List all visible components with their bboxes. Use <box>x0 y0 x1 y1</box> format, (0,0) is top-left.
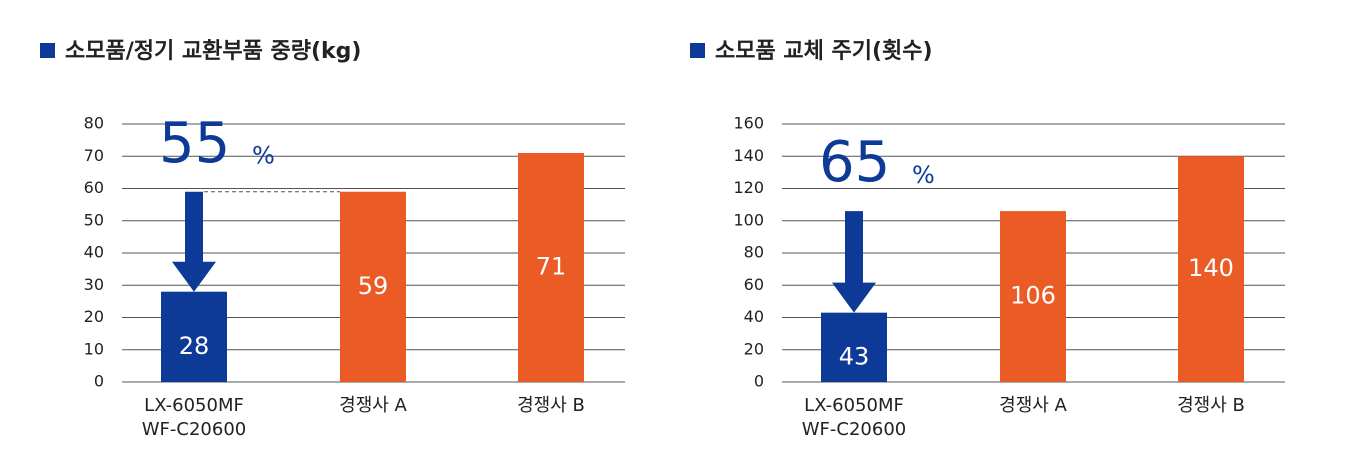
title-marker <box>40 43 55 58</box>
data-label: 59 <box>358 272 389 300</box>
annotation: 55 <box>159 111 230 176</box>
data-label: 43 <box>839 342 870 370</box>
x-tick-label: 경쟁사 B <box>517 395 585 416</box>
y-tick-label: 140 <box>733 146 764 165</box>
y-tick-label: 20 <box>84 307 104 326</box>
data-label: 106 <box>1010 282 1056 310</box>
bar <box>1178 156 1244 382</box>
x-tick-label: 경쟁사 A <box>339 395 407 416</box>
y-tick-label: 0 <box>94 372 104 391</box>
x-tick-label: 경쟁사 A <box>999 395 1067 416</box>
y-tick-label: 40 <box>744 307 764 326</box>
annotation: 65 <box>819 130 890 195</box>
data-label: 71 <box>536 253 567 281</box>
y-tick-label: 50 <box>84 210 104 229</box>
y-tick-label: 80 <box>744 243 764 262</box>
x-tick-label: LX-6050MF WF-C20600 <box>142 395 246 440</box>
y-tick-label: 0 <box>754 372 764 391</box>
y-tick-label: 70 <box>84 146 104 165</box>
x-tick-label: 경쟁사 B <box>1177 395 1245 416</box>
y-tick-label: 30 <box>84 275 104 294</box>
arrow <box>172 191 216 292</box>
y-tick-label: 40 <box>84 243 104 262</box>
arrow <box>832 211 876 313</box>
data-label: 140 <box>1188 254 1234 282</box>
chart-title: 소모품/정기 교환부품 중량(kg) <box>65 39 361 64</box>
y-tick-label: 20 <box>744 339 764 358</box>
title-marker <box>690 43 705 58</box>
bar <box>1000 211 1066 382</box>
chart-title: 소모품 교체 주기(횟수) <box>715 39 933 64</box>
y-tick-label: 120 <box>733 178 764 197</box>
annotation-unit: % <box>252 142 275 170</box>
bar <box>340 191 406 382</box>
bar <box>161 291 227 382</box>
y-tick-label: 60 <box>744 275 764 294</box>
x-tick-label: LX-6050MF WF-C20600 <box>802 395 906 440</box>
y-tick-label: 80 <box>84 114 104 133</box>
y-tick-label: 100 <box>733 210 764 229</box>
y-tick-label: 10 <box>84 339 104 358</box>
bar <box>518 153 584 382</box>
data-label: 28 <box>179 332 210 360</box>
y-tick-label: 160 <box>733 114 764 133</box>
y-tick-label: 60 <box>84 178 104 197</box>
bar <box>821 312 887 382</box>
annotation-unit: % <box>912 161 935 189</box>
